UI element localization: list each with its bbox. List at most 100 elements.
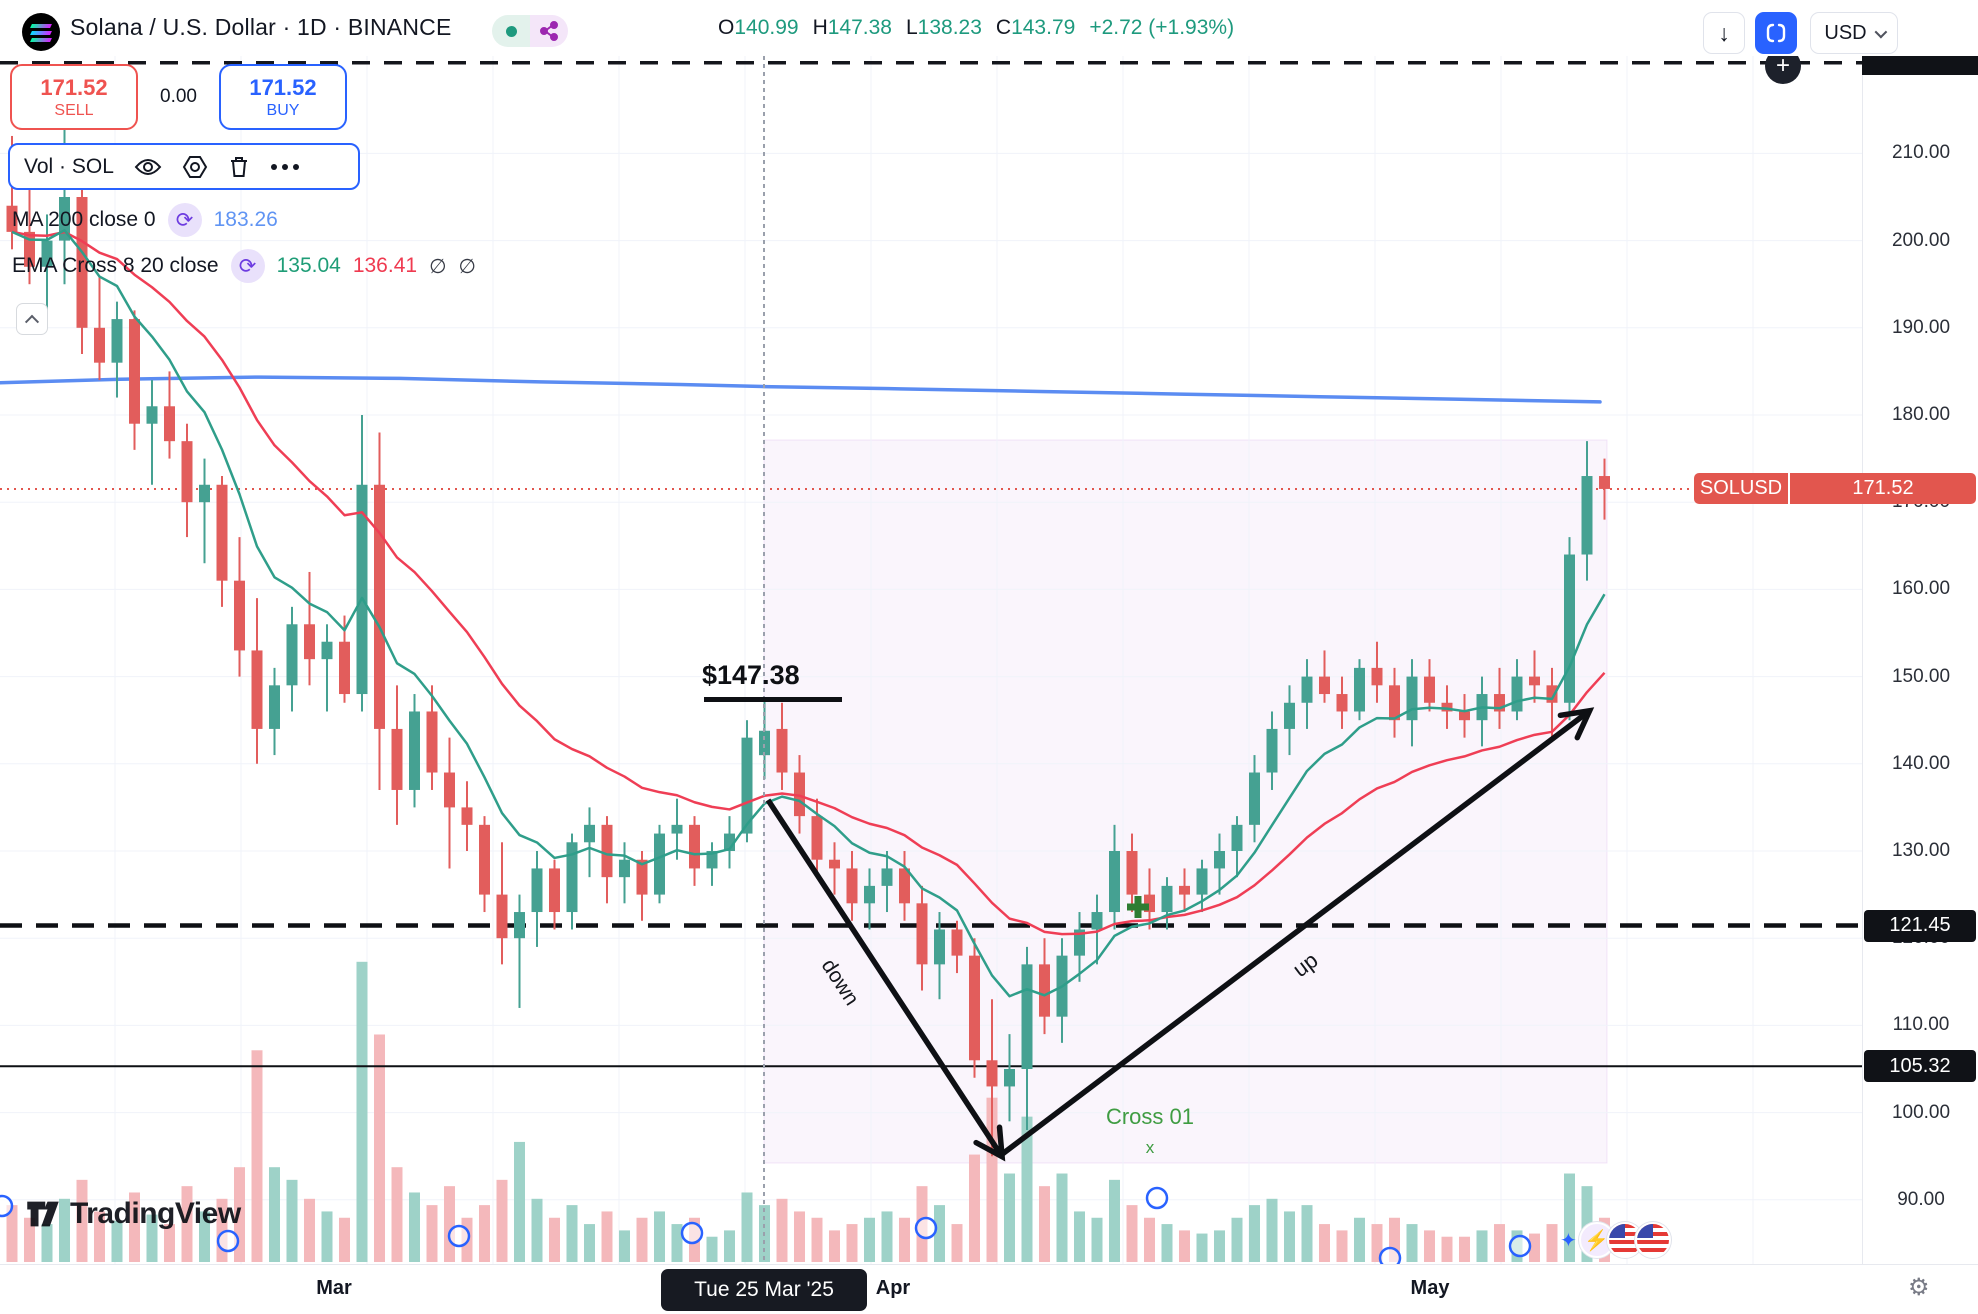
candle [94,327,105,363]
volume-bar [951,1224,963,1262]
price-tick: 150.00 [1891,665,1951,687]
cross-signal-label[interactable]: Cross 01 [1105,1104,1195,1129]
add-alert-plus-icon[interactable]: + [1765,48,1801,84]
volume-bar [969,1154,980,1262]
candle [899,868,910,904]
volume-bar [496,1179,508,1262]
gear-icon[interactable] [182,155,208,179]
volume-bar [1406,1224,1418,1262]
volume-bar [1196,1233,1208,1262]
price-tick: 90.00 [1897,1188,1945,1210]
top-toolbar: Solana / U.S. Dollar · 1D · BINANCE O140… [0,0,1978,56]
symbol-title[interactable]: Solana / U.S. Dollar · 1D · BINANCE [70,14,452,40]
candle [741,737,753,834]
collapse-legend-button[interactable] [16,303,48,335]
buy-price: 171.52 [249,74,317,100]
axis-settings-gear-icon[interactable]: ⚙ [1908,1274,1930,1301]
time-axis-label: Apr [875,1277,911,1299]
volume-bar [321,1211,333,1262]
candle [1529,676,1540,686]
price-tick: 180.00 [1891,404,1951,425]
volume-bar [654,1211,665,1262]
price-axis[interactable]: 210.00200.00190.00180.00170.00160.00150.… [1862,56,1978,1264]
sell-button[interactable]: 171.52 SELL [10,64,138,130]
candle [1196,868,1208,895]
high-price-underline[interactable] [704,697,842,702]
share-icon[interactable] [530,15,568,47]
ema-cross-indicator-legend[interactable]: EMA Cross 8 20 close ⟳ 135.04 136.41 ∅ ∅ [12,249,476,283]
volume-bar [444,1186,455,1262]
candle [1144,894,1155,913]
candle [1249,772,1260,825]
buy-button[interactable]: 171.52 BUY [218,64,347,130]
sync-refresh-icon[interactable]: ⟳ [230,249,265,283]
dashed-level-label: 121.45 [1864,909,1976,942]
candle [111,319,123,363]
candle [164,406,175,442]
candle [969,955,980,1061]
volume-bar [514,1141,525,1262]
download-button[interactable]: ↓ [1703,12,1745,54]
high-price-annotation[interactable]: $147.38 [702,660,800,690]
ema-cross-circle-marker [1508,1234,1532,1258]
volume-bar [1161,1224,1173,1262]
ma200-label: MA 200 close 0 [12,208,156,231]
us-flag-bubble-icon[interactable] [1634,1222,1671,1258]
candle [1581,476,1593,555]
currency-value: USD [1824,21,1867,44]
volume-bar [584,1224,595,1262]
time-axis[interactable]: Tue 25 Mar '25 ⚙ Mar Apr May [0,1264,1978,1314]
trade-panel: 171.52 SELL 0.00 171.52 BUY [10,64,347,130]
sync-refresh-icon[interactable]: ⟳ [167,203,202,237]
eye-icon[interactable] [134,157,162,177]
volume-bar [811,1217,823,1262]
candle [269,685,280,729]
candle [584,824,595,843]
trash-icon[interactable] [228,155,250,179]
candle [1511,676,1523,712]
candle [181,441,193,503]
candle [724,833,735,851]
volume-bar [1074,1211,1085,1262]
time-axis-label: Mar [316,1277,352,1299]
volume-bar [1266,1198,1278,1262]
solana-logo-icon[interactable] [22,13,60,51]
candle [1546,685,1558,703]
volume-bar [129,1192,140,1262]
ideas-bubbles[interactable]: ✦ ⚡ [1560,1222,1671,1258]
snapshot-button[interactable] [1755,12,1797,54]
candle [339,641,350,695]
candle [234,580,245,651]
currency-dropdown[interactable]: USD [1810,12,1898,54]
candle [794,772,805,817]
candle [461,807,473,825]
candle [829,859,840,869]
ma200-indicator-legend[interactable]: MA 200 close 0 ⟳ 183.26 [12,203,278,237]
volume-bar [1529,1233,1540,1262]
candle [619,859,630,878]
more-options-icon[interactable] [270,163,300,171]
high-value: 147.38 [827,16,892,39]
volume-bar [566,1205,578,1262]
volume-bar [1354,1217,1365,1262]
candle [1459,711,1470,721]
open-value: 140.99 [734,16,799,39]
volume-bar [356,961,368,1262]
volume-bar [181,1186,193,1262]
volume-indicator-legend[interactable]: Vol · SOL [8,143,360,190]
candle [1319,676,1330,695]
ema-cross-circle-marker [0,1194,14,1218]
candle [1126,851,1138,895]
volume-bar [1441,1236,1453,1262]
volume-bar [549,1217,560,1262]
status-share-pill[interactable] [492,15,568,47]
price-tick: 200.00 [1891,229,1951,251]
volume-bar [1564,1173,1575,1262]
candle [759,730,770,756]
candle [601,824,613,878]
candle [129,319,140,424]
candle [146,406,158,424]
candle [1301,676,1313,703]
last-price-label: SOLUSD 171.52 [1694,473,1976,505]
